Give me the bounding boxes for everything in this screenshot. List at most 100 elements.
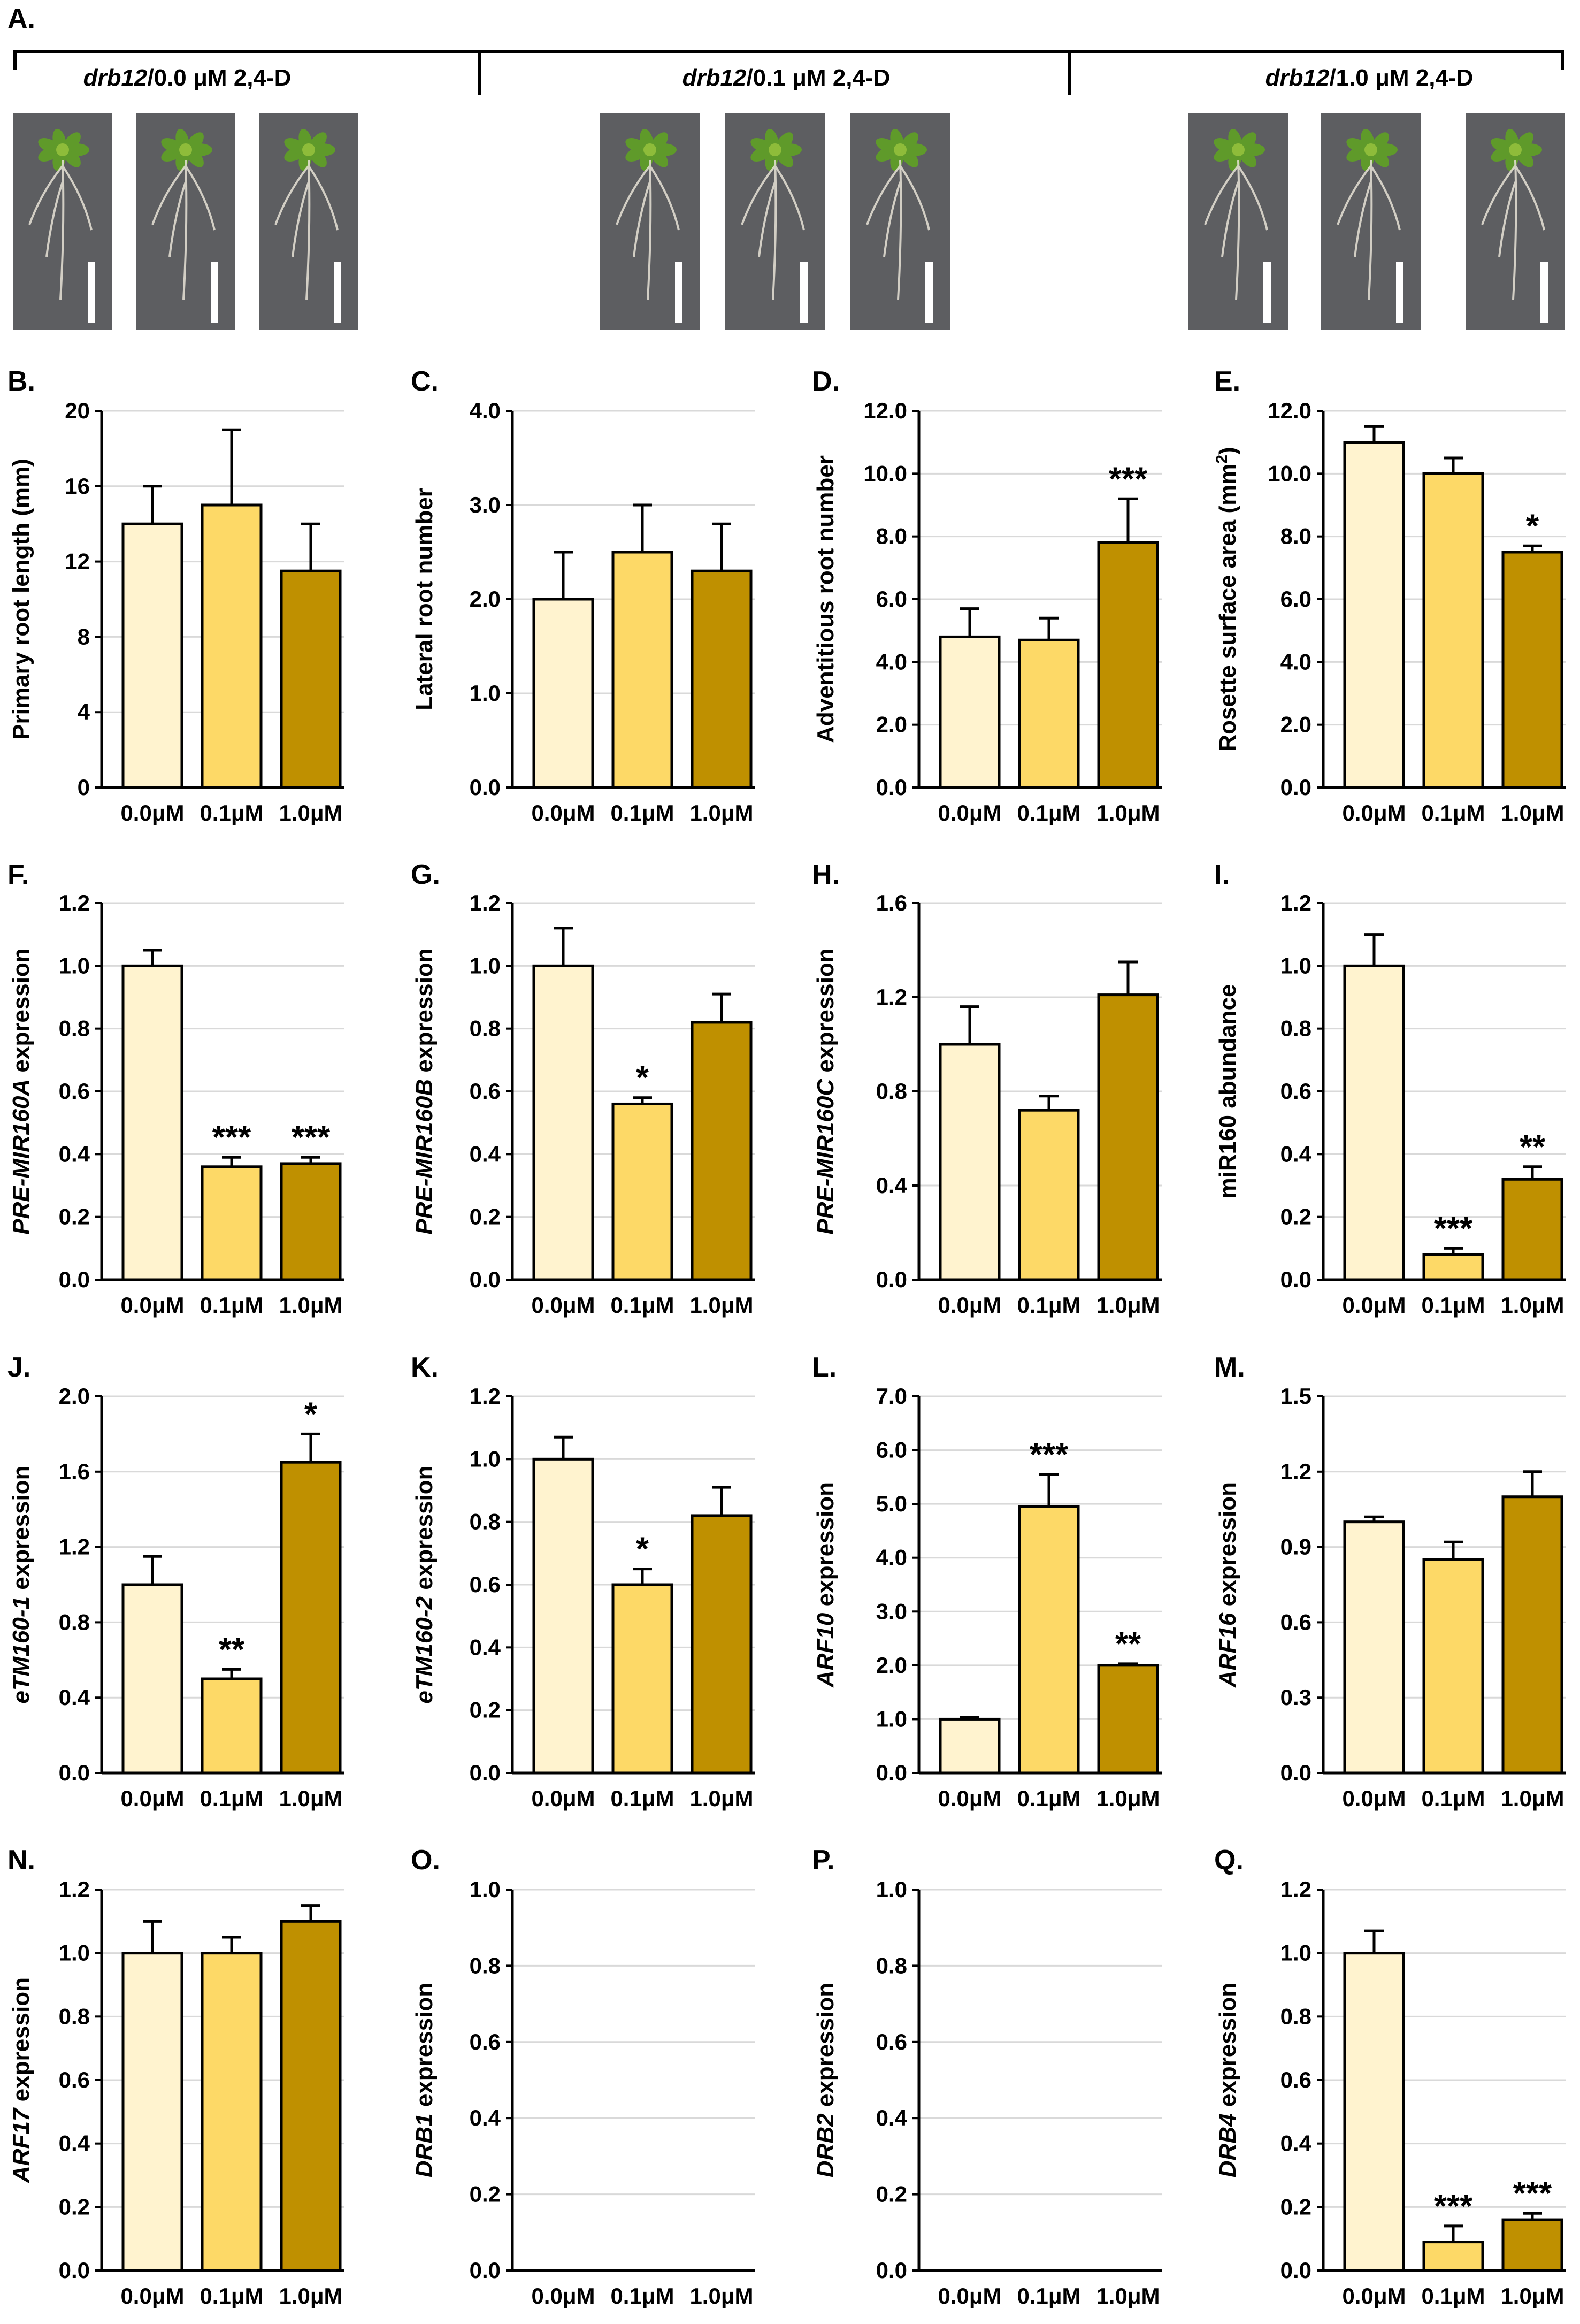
bar xyxy=(280,569,342,789)
bar xyxy=(201,1952,263,2272)
y-axis-label-text: Adventitious root number xyxy=(812,455,839,743)
bar-chart: B. 0 4 8 12 16 20 0.0μM 0.1μM 1.0μM Primary root l… xyxy=(7,366,344,825)
bar-chart: O. 0.0 0.2 0.4 0.6 0.8 1.0 0.0μM 0.1μM 1.0μM DRB1 … xyxy=(411,1845,755,2308)
scale-bar xyxy=(1263,262,1271,323)
y-tick-label: 2.0 xyxy=(470,586,501,611)
y-axis-label-text: expression xyxy=(8,948,34,1079)
bar xyxy=(611,551,673,789)
y-axis-label-gene: ARF10 xyxy=(812,1612,839,1688)
y-axis-label: eTM160-1 expression xyxy=(8,1465,34,1703)
y-tick-label: 0.4 xyxy=(876,1173,908,1198)
y-axis-label: Lateral root number xyxy=(411,488,438,710)
y-axis-label: Primary root length (mm) xyxy=(8,458,34,740)
rosette-center xyxy=(769,143,781,156)
bar xyxy=(611,1102,673,1281)
panel-letter: K. xyxy=(411,1352,439,1383)
bar xyxy=(1343,1520,1405,1775)
y-tick-label: 7.0 xyxy=(876,1383,907,1409)
y-tick-label: 0.2 xyxy=(470,1204,501,1229)
y-tick-label: 1.2 xyxy=(59,890,90,915)
bar xyxy=(1097,541,1159,789)
y-tick-label: 0.4 xyxy=(59,2131,90,2156)
y-tick-label: 3.0 xyxy=(876,1599,907,1624)
panel-letter: G. xyxy=(411,859,440,890)
y-tick-label: 0.8 xyxy=(1280,1016,1311,1041)
seedling-photo xyxy=(725,113,825,330)
x-category-label: 1.0μM xyxy=(1096,2283,1160,2308)
y-tick-label: 0.0 xyxy=(1280,1760,1311,1785)
leaf xyxy=(1346,138,1370,155)
y-tick-label: 0.6 xyxy=(470,1079,501,1104)
bar xyxy=(1018,1505,1080,1775)
x-category-label: 0.0μM xyxy=(938,1786,1001,1811)
y-tick-label: 16 xyxy=(65,473,90,499)
y-tick-label: 1.0 xyxy=(876,1706,907,1731)
condition-concentration: /0.1 xyxy=(746,65,792,91)
bar-chart: J. 0.0 0.4 0.8 1.2 1.6 2.0 0.0μM ** 0.1μM * 1.0μM eT… xyxy=(7,1352,344,1811)
y-tick-label: 2.0 xyxy=(59,1383,90,1409)
y-axis-label-text: Primary root length (mm) xyxy=(8,458,34,740)
y-tick-label: 1.2 xyxy=(470,890,501,915)
panel-letter: H. xyxy=(812,859,840,890)
seedling-photo xyxy=(1321,113,1421,330)
y-tick-label: 1.0 xyxy=(1280,1940,1311,1966)
y-tick-label: 2.0 xyxy=(876,712,907,737)
condition-treatment: 2,4-D xyxy=(227,65,292,91)
y-tick-label: 0.9 xyxy=(1280,1534,1311,1559)
x-category-label: 0.0μM xyxy=(531,1293,595,1318)
x-category-label: 0.0μM xyxy=(120,1786,184,1811)
condition-unit: μM xyxy=(193,65,227,91)
bar xyxy=(280,1920,342,2272)
panel-letter: N. xyxy=(7,1845,35,1876)
y-tick-label: 0.8 xyxy=(59,1016,90,1041)
bar xyxy=(201,503,263,789)
bar xyxy=(691,1021,753,1281)
y-tick-label: 0.8 xyxy=(876,1953,907,1978)
y-tick-label: 0.0 xyxy=(470,775,501,800)
bar xyxy=(691,1514,753,1775)
y-tick-label: 0.6 xyxy=(470,1572,501,1597)
photo-panel: drb12/0.0 μM 2,4-D drb12/0.1 μM 2,4-D drb1… xyxy=(13,50,1565,330)
y-axis-label: miR160 abundance xyxy=(1215,984,1241,1198)
significance-mark: *** xyxy=(1434,1210,1473,1247)
bar xyxy=(1501,1495,1563,1775)
roots xyxy=(741,160,805,300)
y-tick-label: 1.0 xyxy=(59,1940,90,1966)
x-category-label: 1.0μM xyxy=(1500,2283,1564,2308)
condition-genotype: drb12 xyxy=(682,65,747,91)
y-axis-label-gene: PRE-MIR160A xyxy=(8,1079,34,1235)
x-category-label: 1.0μM xyxy=(1096,1786,1160,1811)
y-tick-label: 12.0 xyxy=(1268,398,1311,423)
bar-chart: I. 0.0 0.2 0.4 0.6 0.8 1.0 1.2 0.0μM *** 0.1μM ** 1.… xyxy=(1214,859,1566,1318)
y-tick-label: 1.0 xyxy=(470,1446,501,1471)
y-axis-label-text: expression xyxy=(8,1977,34,2108)
x-category-label: 0.0μM xyxy=(1342,1786,1406,1811)
panel-letter: C. xyxy=(411,366,439,397)
condition-concentration: /1.0 xyxy=(1329,65,1375,91)
x-category-label: 0.0μM xyxy=(938,1293,1001,1318)
bar xyxy=(939,1717,1001,1775)
y-tick-label: 1.2 xyxy=(470,1383,501,1409)
y-tick-label: 4 xyxy=(78,699,90,724)
scale-bar xyxy=(800,262,808,323)
y-axis-label-text: miR160 abundance xyxy=(1215,984,1241,1198)
scale-bar xyxy=(675,262,682,323)
y-tick-label: 0.0 xyxy=(876,1760,907,1785)
y-axis-label-gene: PRE-MIR160B xyxy=(411,1079,438,1235)
y-tick-label: 1.0 xyxy=(470,681,501,706)
seedling-photo xyxy=(259,113,358,330)
y-tick-label: 0.2 xyxy=(470,1698,501,1723)
bar xyxy=(280,1461,342,1775)
y-axis-label: DRB1 expression xyxy=(411,1983,438,2177)
x-category-label: 0.0μM xyxy=(120,800,184,825)
condition-treatment: 2,4-D xyxy=(826,65,891,91)
y-axis-label-gene: PRE-MIR160C xyxy=(812,1079,839,1235)
significance-mark: * xyxy=(1526,508,1539,545)
y-tick-label: 1.0 xyxy=(470,1877,501,1902)
y-tick-label: 1.0 xyxy=(876,1877,907,1902)
condition-label: drb12/0.1 μM 2,4-D xyxy=(682,65,891,91)
y-tick-label: 8 xyxy=(78,624,90,649)
y-tick-label: 4.0 xyxy=(1280,649,1311,674)
y-tick-label: 0.8 xyxy=(876,1079,907,1104)
bar-chart: H. 0.0 0.4 0.8 1.2 1.6 0.0μM 0.1μM 1.0μM PRE-MIR1… xyxy=(812,859,1162,1318)
